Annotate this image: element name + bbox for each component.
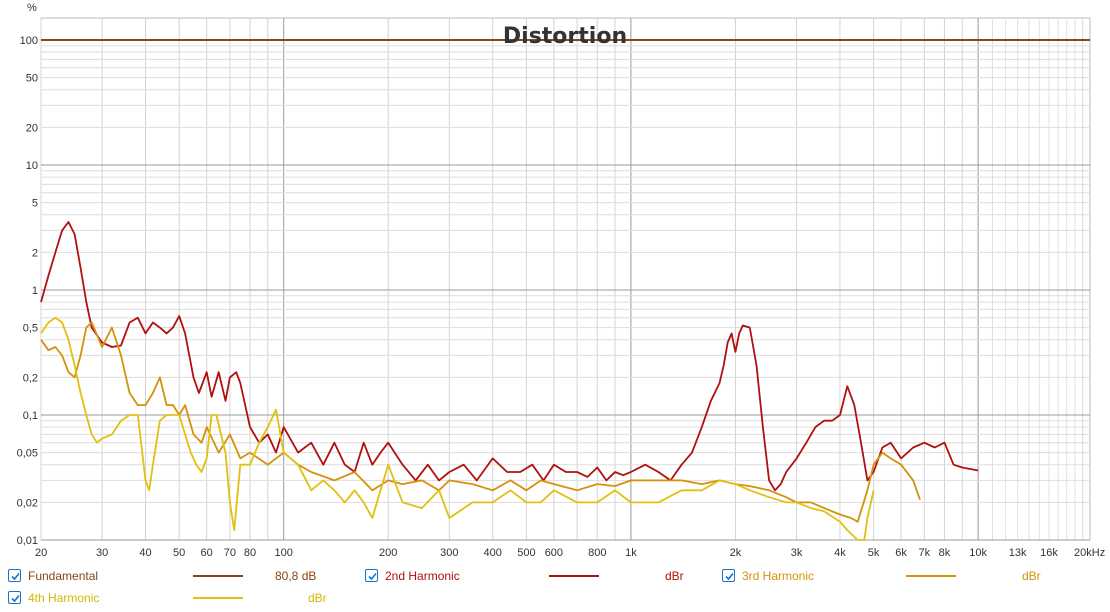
chart-title: Distortion <box>503 24 627 49</box>
legend-value-4th-harmonic: dBr <box>308 591 327 605</box>
x-tick-label: 20kHz <box>1074 547 1105 559</box>
x-tick-label: 4k <box>834 547 846 559</box>
legend-swatch-2nd-harmonic <box>549 575 599 577</box>
check-icon <box>11 572 20 581</box>
y-tick-label: 5 <box>32 198 38 210</box>
x-tick-label: 50 <box>173 547 185 559</box>
y-tick-label: 0,2 <box>23 372 38 384</box>
legend-row-1: Fundamental 80,8 dB 2nd Harmonic dBr 3rd… <box>0 567 1110 587</box>
y-tick-label: 2 <box>32 247 38 259</box>
y-unit-label: % <box>27 2 37 14</box>
x-tick-label: 400 <box>484 547 502 559</box>
x-tick-label: 300 <box>440 547 458 559</box>
x-tick-label: 600 <box>545 547 563 559</box>
legend-label-4th-harmonic: 4th Harmonic <box>28 591 100 605</box>
x-tick-label: 1k <box>625 547 637 559</box>
series-line-3rd-harmonic <box>40 321 921 523</box>
x-tick-label: 6k <box>895 547 907 559</box>
y-tick-label: 10 <box>26 160 38 172</box>
x-tick-label: 10k <box>969 547 987 559</box>
legend-label-2nd-harmonic: 2nd Harmonic <box>385 569 460 583</box>
plot-area <box>40 17 1091 541</box>
y-tick-label: 0,1 <box>23 410 38 422</box>
x-tick-label: 8k <box>939 547 951 559</box>
x-tick-label: 70 <box>224 547 236 559</box>
legend-value-fundamental: 80,8 dB <box>275 569 317 583</box>
x-tick-label: 5k <box>868 547 880 559</box>
y-tick-label: 0,5 <box>23 323 38 335</box>
legend-swatch-3rd-harmonic <box>906 575 956 577</box>
x-tick-label: 500 <box>517 547 535 559</box>
y-tick-label: 0,02 <box>17 497 38 509</box>
x-tick-label: 30 <box>96 547 108 559</box>
x-tick-label: 80 <box>244 547 256 559</box>
legend-label-fundamental: Fundamental <box>28 569 99 583</box>
check-icon <box>368 572 377 581</box>
x-tick-label: 20 <box>35 547 47 559</box>
check-icon <box>11 594 20 603</box>
legend-value-2nd-harmonic: dBr <box>665 569 684 583</box>
check-icon <box>725 572 734 581</box>
legend-row-2: 4th Harmonic dBr <box>0 589 1110 609</box>
3rd-harmonic-checkbox[interactable] <box>722 569 735 582</box>
y-tick-label: 0,01 <box>17 535 38 547</box>
x-tick-label: 2k <box>730 547 742 559</box>
y-tick-label: 50 <box>26 73 38 85</box>
y-tick-label: 1 <box>32 285 38 297</box>
legend-swatch-4th-harmonic <box>193 597 243 599</box>
4th-harmonic-checkbox[interactable] <box>8 591 21 604</box>
x-tick-label: 7k <box>919 547 931 559</box>
2nd-harmonic-checkbox[interactable] <box>365 569 378 582</box>
legend-value-3rd-harmonic: dBr <box>1022 569 1041 583</box>
x-tick-label: 800 <box>588 547 606 559</box>
x-tick-label: 16k <box>1040 547 1058 559</box>
legend-swatch-fundamental <box>193 575 243 577</box>
x-tick-label: 13k <box>1009 547 1027 559</box>
y-tick-label: 100 <box>20 35 38 47</box>
y-tick-label: 0,05 <box>17 448 38 460</box>
legend-label-3rd-harmonic: 3rd Harmonic <box>742 569 815 583</box>
x-tick-label: 40 <box>139 547 151 559</box>
series-line-2nd-harmonic <box>40 221 979 492</box>
x-tick-label: 3k <box>791 547 803 559</box>
series-line-4th-harmonic <box>40 316 875 541</box>
y-tick-label: 20 <box>26 122 38 134</box>
x-tick-label: 200 <box>379 547 397 559</box>
x-tick-label: 60 <box>201 547 213 559</box>
fundamental-checkbox[interactable] <box>8 569 21 582</box>
x-tick-label: 100 <box>275 547 293 559</box>
